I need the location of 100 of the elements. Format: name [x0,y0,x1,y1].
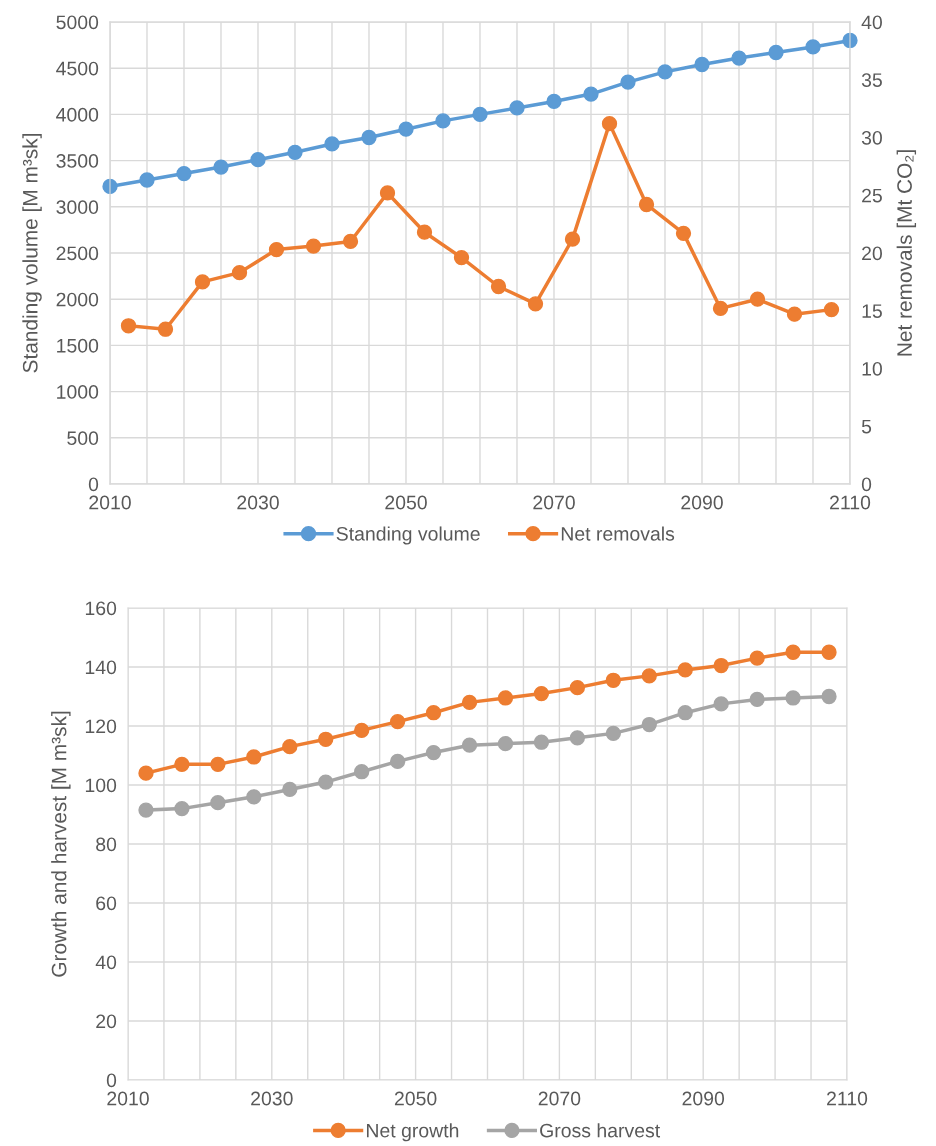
point [389,713,406,730]
point [246,789,262,805]
y-tick-label: 1000 [57,385,99,399]
y-tick-label: 4500 [56,61,99,76]
y-tick-label: 0 [106,1073,117,1088]
point [620,74,636,90]
y-axis-title: Standing volume [M m³sk] [22,134,42,373]
y-tick-label: 40 [95,955,117,970]
y2-tick-label: 15 [862,304,882,318]
point [583,86,599,102]
y-tick-label: 100 [85,778,117,793]
point [389,753,406,770]
legend-label: Gross harvest [540,1123,661,1138]
x-tick-label: 2030 [237,495,279,510]
point [174,800,190,817]
point [379,185,396,201]
point [425,705,442,721]
point [785,644,801,660]
point [246,749,262,765]
point [398,121,414,137]
point [749,650,765,666]
point [213,159,229,175]
point [569,680,586,696]
x-tick-label: 2110 [830,495,871,510]
point [490,278,507,295]
point [282,739,298,755]
y2-tick-label: 35 [861,73,882,87]
legend-label: Standing volume [336,526,480,545]
y-tick-label: 3500 [56,154,99,168]
point [231,264,248,281]
point [657,64,673,80]
y-tick-label: 120 [85,719,117,734]
point [677,662,693,678]
point [282,781,298,798]
point [305,238,322,254]
y2-tick-label: 10 [862,361,882,376]
point [453,249,470,266]
point [210,756,226,772]
y-tick-label: 1500 [57,338,99,353]
point [497,736,514,752]
point [176,165,192,182]
y-tick-label: 80 [96,837,117,852]
point [694,56,710,73]
point [318,731,334,747]
legend-label: Net removals [561,526,675,541]
point [461,737,478,753]
x-tick-label: 2090 [681,495,723,510]
point [472,106,488,123]
point [435,113,451,129]
y2-tick-label: 30 [861,130,882,145]
point [354,722,370,739]
point [786,306,803,322]
y-tick-label: 0 [88,477,99,492]
point [605,672,621,688]
point [318,774,334,790]
x-tick-label: 2050 [385,495,427,510]
point [641,716,657,733]
y-tick-label: 2000 [56,292,99,307]
point [174,756,190,772]
point [461,694,478,711]
y2-tick-label: 25 [862,188,882,203]
x-tick-label: 2030 [251,1091,293,1106]
y-tick-label: 5000 [56,15,99,30]
point [250,152,266,168]
point [324,136,340,152]
point [194,274,211,290]
x-tick-label: 2050 [394,1091,437,1106]
point [749,291,766,307]
y-axis-title: Growth and harvest [M m³sk] [51,711,71,977]
point [805,39,821,55]
point [821,644,837,660]
y-tick-label: 160 [85,601,117,616]
y-tick-label: 500 [67,431,99,446]
point [641,668,657,684]
point [677,705,693,721]
point [120,318,137,334]
point [138,765,154,781]
y-tick-label: 3000 [56,200,99,215]
point [139,172,155,188]
point [564,231,581,247]
point [712,300,729,317]
y-tick-label: 140 [85,660,117,675]
x-tick-label: 2010 [107,1091,149,1106]
point [497,690,514,706]
x-tick-label: 2110 [827,1091,868,1106]
y2-tick-label: 0 [861,477,872,492]
point [749,691,765,708]
point [638,196,655,213]
point [210,795,226,811]
point [416,224,433,240]
point [138,802,154,818]
point [768,44,784,61]
y2-tick-label: 40 [861,15,882,30]
y-tick-label: 4000 [56,107,99,122]
y-tick-label: 2500 [56,246,99,261]
point [361,129,377,146]
point [823,301,840,318]
point [527,296,544,312]
point [713,696,729,712]
legend-label: Net growth [366,1123,459,1142]
